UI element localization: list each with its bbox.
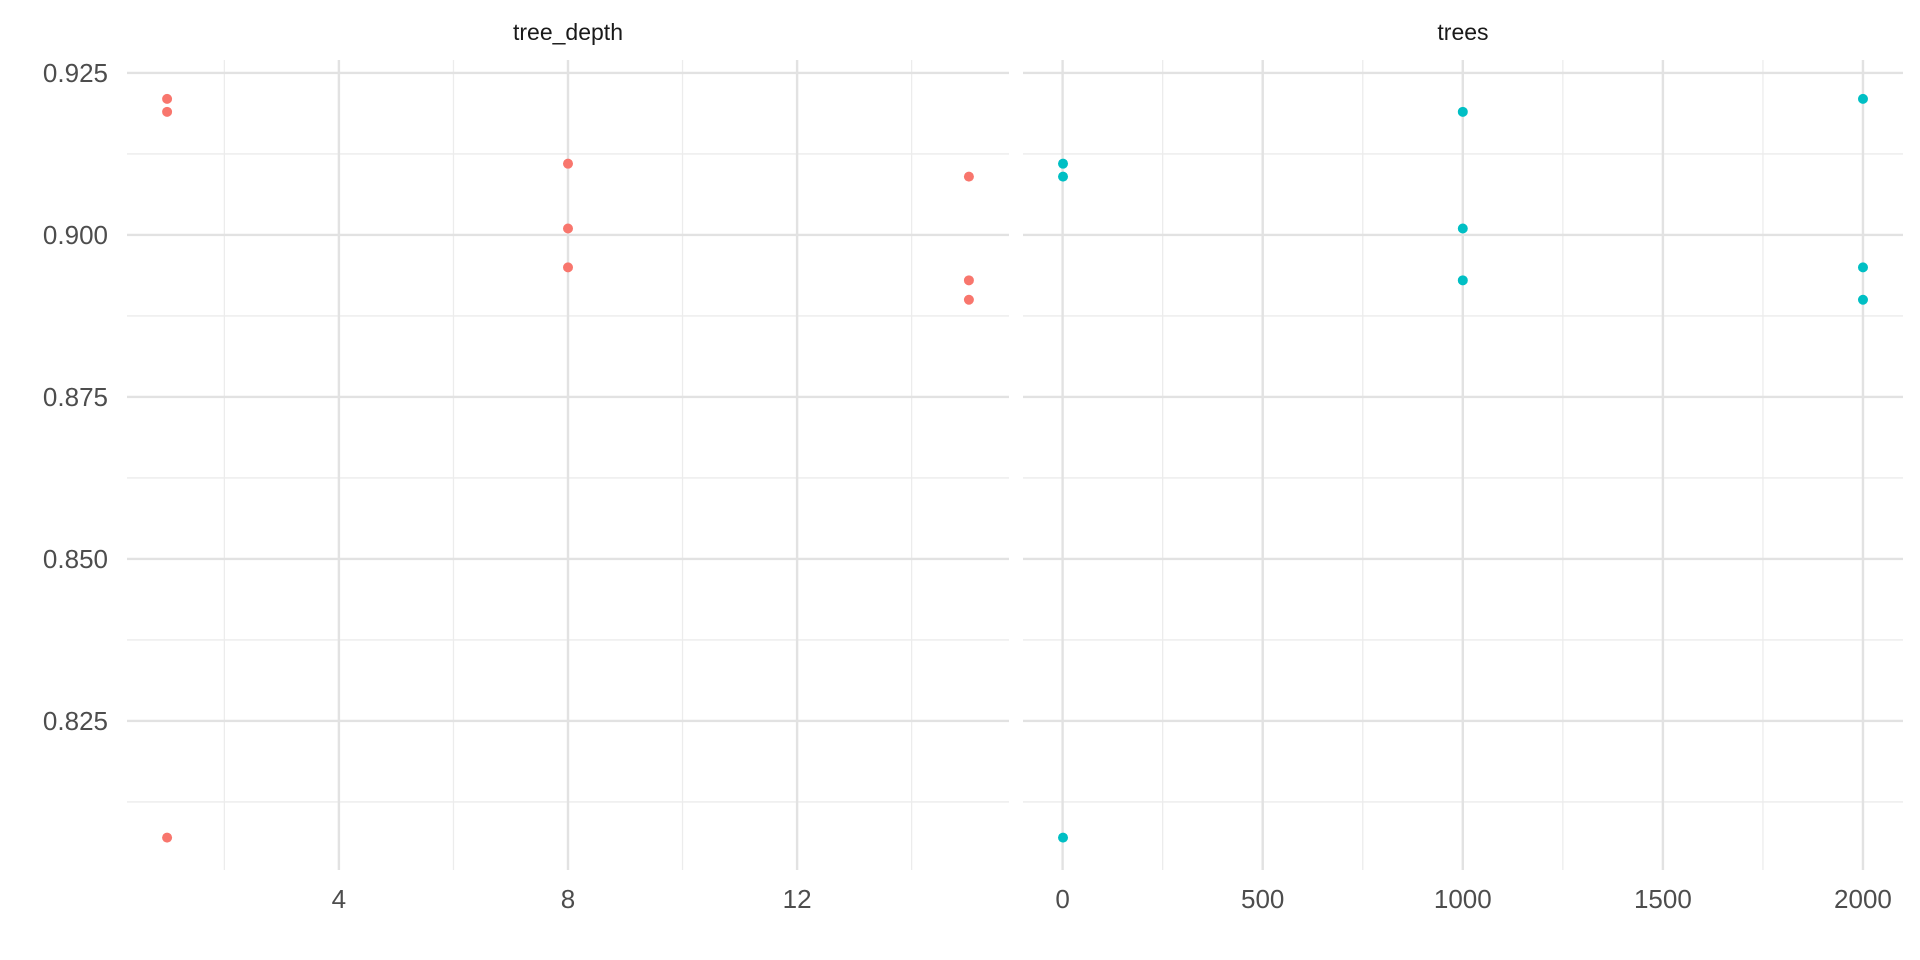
- x-tick-label: 1000: [1434, 884, 1492, 914]
- data-point: [1058, 158, 1069, 169]
- data-point: [1857, 93, 1868, 104]
- facet-strip-label-tree-depth: tree_depth: [513, 19, 623, 45]
- data-point: [1857, 294, 1868, 305]
- data-point: [1058, 832, 1069, 843]
- data-point: [162, 832, 173, 843]
- data-point: [1857, 262, 1868, 273]
- data-point: [563, 223, 573, 234]
- panels-layer: [127, 60, 1903, 870]
- data-point: [1457, 106, 1468, 117]
- y-tick-label: 0.825: [43, 706, 108, 736]
- y-tick-label: 0.925: [43, 58, 108, 88]
- x-tick-label: 4: [332, 884, 346, 914]
- facet-panel-trees: [1023, 60, 1903, 870]
- axes-layer: 4 8 12 0 500 1000 1500 2000 0.925 0.900 0.875 0.850…: [43, 58, 1892, 914]
- y-tick-label: 0.900: [43, 220, 108, 250]
- data-point: [162, 93, 173, 104]
- x-tick-label: 500: [1241, 884, 1284, 914]
- x-tick-label: 0: [1055, 884, 1069, 914]
- facet-strips: tree_depth trees: [513, 19, 1489, 45]
- x-tick-label: 12: [783, 884, 812, 914]
- x-tick-label: 2000: [1834, 884, 1892, 914]
- data-point: [963, 294, 974, 305]
- y-tick-label: 0.875: [43, 382, 108, 412]
- data-point: [963, 171, 974, 182]
- data-point: [1457, 223, 1468, 234]
- x-tick-label: 1500: [1634, 884, 1692, 914]
- data-point: [563, 262, 573, 273]
- x-tick-label: 8: [561, 884, 575, 914]
- data-point: [563, 158, 573, 169]
- data-point: [963, 275, 974, 286]
- facet-strip-label-trees: trees: [1437, 19, 1488, 45]
- data-point: [162, 106, 173, 117]
- y-tick-label: 0.850: [43, 544, 108, 574]
- data-point: [1457, 275, 1468, 286]
- facet-panel-tree_depth: [127, 60, 1009, 870]
- data-point: [1058, 171, 1069, 182]
